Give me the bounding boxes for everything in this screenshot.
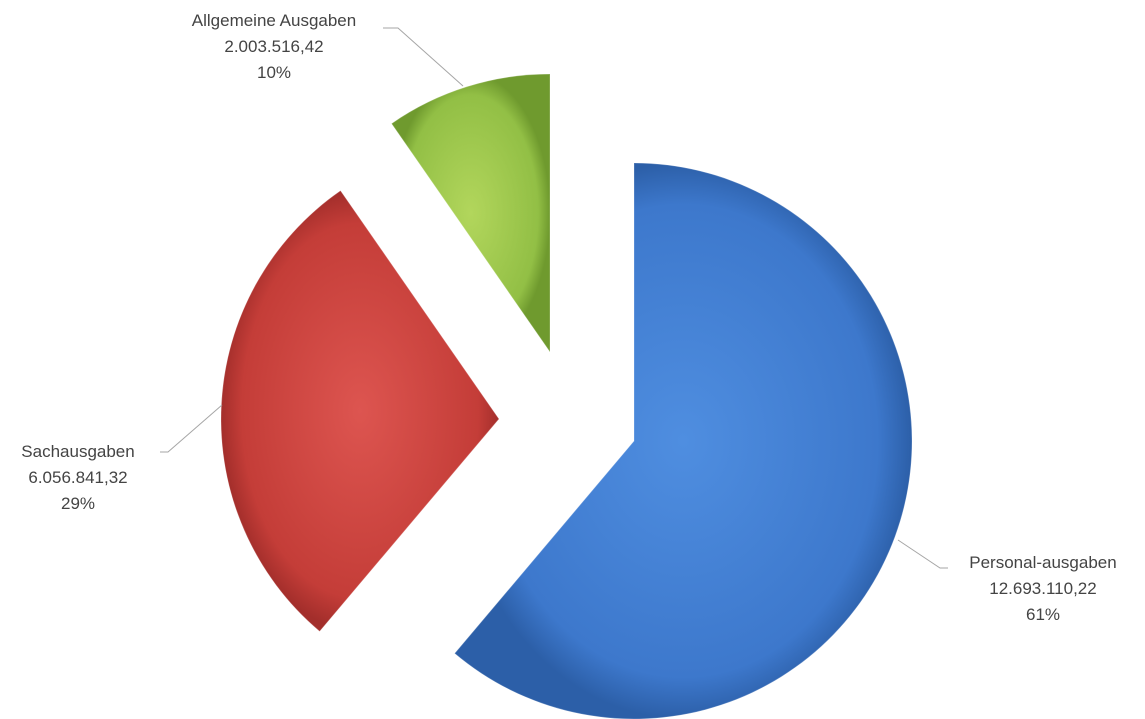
slice-label-name: Personal-ausgaben: [969, 553, 1116, 572]
leader-line-allgemeine-ausgaben: [383, 27, 464, 87]
slice-allgemeine-ausgaben: [390, 73, 551, 354]
slice-label-value: 2.003.516,42: [224, 37, 323, 56]
slice-label-percent: 10%: [257, 63, 291, 82]
label-personal-ausgaben: Personal-ausgaben 12.693.110,22 61%: [969, 553, 1116, 624]
slice-label-value: 6.056.841,32: [28, 468, 127, 487]
slice-label-name: Allgemeine Ausgaben: [192, 11, 356, 30]
label-allgemeine-ausgaben: Allgemeine Ausgaben 2.003.516,42 10%: [192, 11, 356, 82]
slice-label-name: Sachausgaben: [21, 442, 134, 461]
slice-label-percent: 29%: [61, 494, 95, 513]
label-sachausgaben: Sachausgaben 6.056.841,32 29%: [21, 442, 134, 513]
leader-line-personal-ausgaben: [897, 539, 948, 569]
slice-label-value: 12.693.110,22: [989, 579, 1096, 598]
leader-line-sachausgaben: [160, 404, 223, 453]
leader-lines: [160, 27, 948, 569]
pie-slices: [220, 73, 913, 719]
slice-sachausgaben: [220, 189, 500, 633]
slice-label-percent: 61%: [1026, 605, 1060, 624]
slice-personal-ausgaben: [453, 162, 913, 719]
